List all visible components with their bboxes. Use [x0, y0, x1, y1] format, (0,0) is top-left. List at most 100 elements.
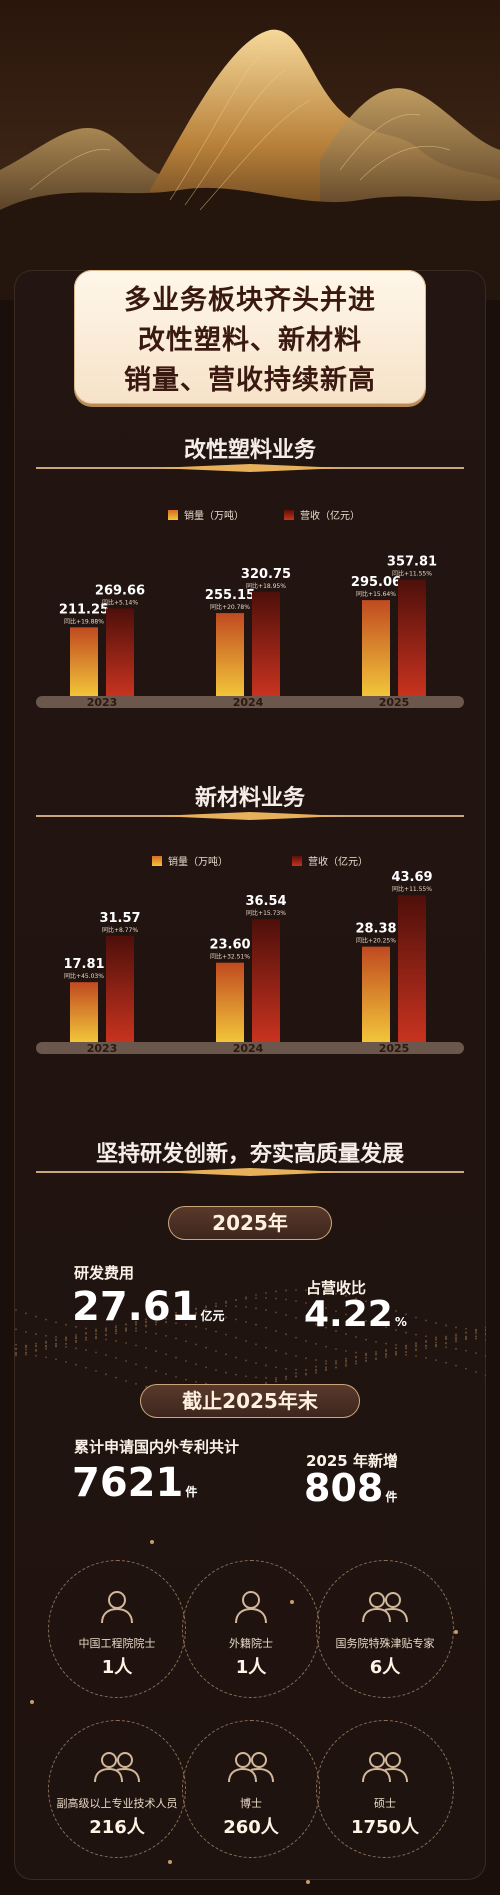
wave-dot: [225, 1302, 227, 1304]
wave-dot: [275, 1311, 277, 1314]
wave-dot: [325, 1345, 327, 1348]
people-icon: [359, 1589, 411, 1629]
wave-dot: [65, 1337, 67, 1340]
wave-dot: [425, 1319, 427, 1322]
wave-dot: [115, 1357, 117, 1359]
wave-dot: [355, 1316, 357, 1319]
wave-dot: [265, 1381, 267, 1384]
wave-dot: [45, 1318, 47, 1321]
wave-dot: [385, 1306, 387, 1309]
wave-dot: [355, 1336, 357, 1338]
wave-dot: [345, 1357, 347, 1360]
wave-dot: [285, 1352, 287, 1355]
wave-dot: [75, 1363, 77, 1366]
sales-bar-2025: [362, 600, 390, 696]
wave-dot: [135, 1329, 137, 1332]
wave-dot: [165, 1353, 167, 1356]
wave-dot: [415, 1348, 417, 1350]
wave-dot: [185, 1313, 187, 1315]
wave-dot: [385, 1342, 387, 1345]
sales-swatch: [168, 509, 178, 520]
wave-dot: [185, 1311, 187, 1314]
wave-dot: [445, 1337, 447, 1340]
accent-dot: [168, 1860, 172, 1864]
wave-dot: [385, 1326, 387, 1329]
patent-new-figure: 808 件: [304, 1466, 397, 1510]
rnd-section-title: 坚持研发创新，夯实高质量发展: [95, 1142, 404, 1167]
chart-baseline: [36, 1042, 464, 1054]
wave-dot: [35, 1333, 37, 1335]
accent-dot: [30, 1700, 34, 1704]
wave-dot: [265, 1297, 267, 1299]
wave-dot: [235, 1336, 237, 1339]
wave-dot: [295, 1355, 297, 1358]
wave-dot: [115, 1326, 117, 1329]
rnd-expense-figure: 27.61 亿元: [72, 1284, 225, 1330]
wave-dot: [435, 1322, 437, 1325]
wave-dot: [75, 1337, 77, 1340]
patent-new-value: 808: [304, 1466, 384, 1510]
wave-dot: [55, 1321, 57, 1324]
wave-dot: [405, 1344, 407, 1347]
wave-dot: [35, 1349, 37, 1351]
wave-dot: [475, 1335, 477, 1338]
talent-card: 硕士 1750人: [316, 1720, 454, 1858]
wave-dot: [335, 1310, 337, 1313]
wave-dot: [245, 1320, 247, 1323]
wave-dot: [345, 1294, 347, 1297]
wave-dot: [385, 1356, 387, 1359]
wave-dot: [435, 1338, 437, 1341]
wave-dot: [175, 1313, 177, 1316]
sales-value-label-2024: 255.15: [205, 588, 255, 603]
revenue-bar-2025: [398, 895, 426, 1042]
wave-dot: [395, 1347, 397, 1349]
wave-dot: [215, 1314, 217, 1317]
wave-dot: [335, 1292, 337, 1295]
wave-dot: [115, 1340, 117, 1342]
wave-dot: [135, 1344, 137, 1347]
wave-dot: [255, 1293, 257, 1296]
wave-dot: [45, 1334, 47, 1337]
wave-dot: [125, 1379, 127, 1382]
wave-dot: [355, 1362, 357, 1365]
talent-card: 副高级以上专业技术人员 216人: [48, 1720, 186, 1858]
wave-dot: [365, 1300, 367, 1303]
wave-dot: [295, 1289, 297, 1291]
plastics-title-divider: [36, 464, 464, 472]
year-tick-2023: 2023: [87, 1042, 118, 1055]
wave-dot: [435, 1359, 437, 1362]
wave-dot: [315, 1359, 317, 1361]
talent-label: 副高级以上专业技术人员: [56, 1797, 178, 1810]
wave-dot: [315, 1369, 317, 1372]
wave-dot: [305, 1368, 307, 1371]
rnd-ratio-figure: 4.22%: [304, 1294, 407, 1335]
legend-revenue-label: 营收（亿元）: [308, 857, 368, 868]
wave-dot: [345, 1350, 347, 1352]
wave-dot: [65, 1339, 67, 1342]
year-tick-2023: 2023: [87, 696, 118, 709]
wave-dot: [445, 1341, 447, 1344]
wave-dot: [95, 1328, 97, 1331]
year-end-pill: 截止2025年末: [140, 1384, 360, 1418]
wave-dot: [145, 1321, 147, 1324]
headline-line-3: 销量、营收持续新高: [124, 365, 376, 396]
wave-dot: [435, 1345, 437, 1348]
revenue-bar-2025: [398, 579, 426, 696]
rnd-ratio-label: 占营收比: [306, 1279, 367, 1297]
wave-dot: [75, 1347, 77, 1350]
patent-total-unit: 件: [185, 1485, 198, 1499]
wave-dot: [235, 1373, 237, 1376]
wave-dot: [35, 1345, 37, 1348]
wave-dot: [375, 1340, 377, 1343]
headline-line-2: 改性塑料、新材料: [138, 325, 362, 356]
wave-dot: [265, 1364, 267, 1367]
sales-value-label-2025: 295.06: [351, 575, 401, 590]
wave-dot: [235, 1356, 237, 1359]
wave-dot: [355, 1360, 357, 1363]
wave-dot: [75, 1333, 77, 1336]
wave-dot: [245, 1306, 247, 1308]
wave-dot: [105, 1327, 107, 1330]
wave-dot: [135, 1382, 137, 1385]
talent-label: 博士: [240, 1797, 262, 1810]
wave-dot: [165, 1321, 167, 1324]
